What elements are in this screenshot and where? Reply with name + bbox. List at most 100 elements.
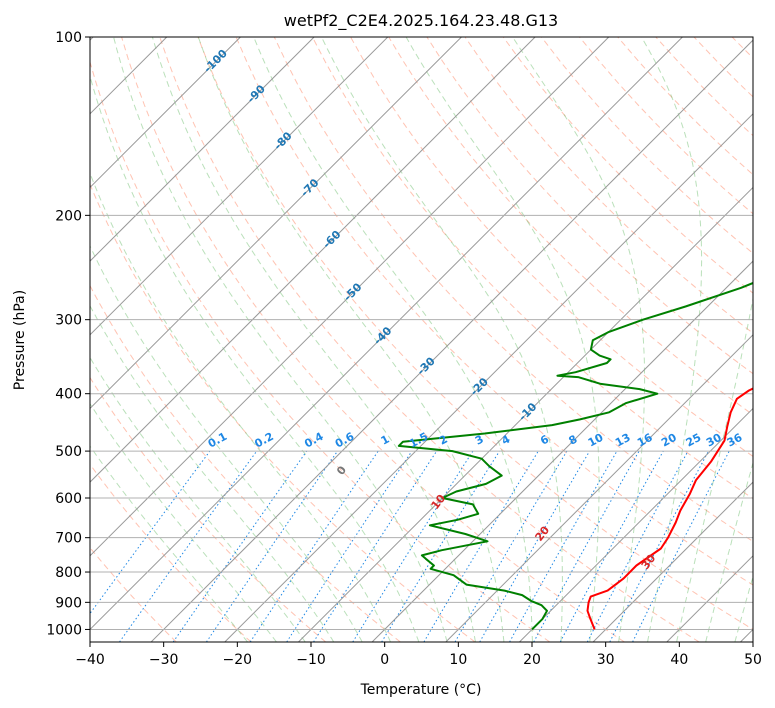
dry-adiabat bbox=[90, 463, 252, 642]
mixing-ratio-line bbox=[559, 450, 664, 642]
y-tick-label: 1000 bbox=[46, 622, 82, 638]
dry-adiabat bbox=[90, 60, 551, 642]
mixing-ratio-label: 10 bbox=[586, 431, 606, 450]
y-tick-label: 300 bbox=[55, 313, 82, 329]
x-axis: −40 −30 −20 −10 0 10 20 30 40 50 bbox=[75, 642, 762, 668]
moist-adiabat bbox=[734, 574, 753, 642]
x-tick-label: −20 bbox=[223, 652, 253, 668]
y-tick-label: 600 bbox=[55, 491, 82, 507]
isotherm-line bbox=[445, 334, 753, 642]
x-tick-label: −30 bbox=[149, 652, 179, 668]
mixing-ratio-line bbox=[533, 450, 640, 642]
moist-adiabat bbox=[90, 356, 306, 642]
x-tick-label: −40 bbox=[75, 652, 105, 668]
mixing-ratio-line bbox=[423, 450, 539, 642]
mixing-ratio-line bbox=[249, 450, 379, 642]
mixing-ratio-line bbox=[586, 450, 689, 642]
x-tick-label: 50 bbox=[744, 652, 762, 668]
mixing-ratio-line bbox=[509, 450, 618, 642]
mixing-ratio-label: 0.1 bbox=[206, 430, 229, 451]
dry-adiabat bbox=[617, 37, 753, 176]
moist-adiabat bbox=[512, 37, 646, 642]
moist-adiabat bbox=[151, 37, 476, 642]
mixing-ratio-label: 1.5 bbox=[407, 430, 430, 451]
moist-adiabat bbox=[705, 461, 753, 642]
y-tick-label: 500 bbox=[55, 444, 82, 460]
x-tick-label: 10 bbox=[449, 652, 467, 668]
line-labels: -100-90-80-70-60-50-40-30-20-100.1 0.2 0.4… bbox=[201, 47, 772, 601]
isotherm-line bbox=[90, 37, 536, 483]
moist-adiabat bbox=[90, 74, 420, 642]
grid-lines bbox=[90, 37, 753, 642]
x-axis-label: Temperature (°C) bbox=[360, 682, 482, 698]
mixing-ratio-label: 3 bbox=[473, 433, 486, 448]
y-tick-label: 900 bbox=[55, 595, 82, 611]
isotherm-line bbox=[592, 481, 753, 642]
dry-adiabat bbox=[121, 37, 625, 642]
dry-adiabat-label: 40 bbox=[752, 580, 772, 600]
dry-adiabat bbox=[159, 37, 700, 642]
isotherm-line bbox=[90, 37, 315, 262]
y-tick-label: 200 bbox=[55, 208, 82, 224]
dry-adiabat bbox=[90, 284, 401, 642]
y-axis-label: Pressure (hPa) bbox=[12, 290, 28, 390]
dry-adiabat bbox=[350, 37, 753, 458]
mixing-ratio-label: 4 bbox=[499, 432, 512, 447]
moist-adiabat bbox=[90, 445, 248, 642]
mixing-ratio-line bbox=[90, 450, 211, 615]
mixing-ratio-line bbox=[381, 450, 500, 642]
isotherm-line bbox=[150, 39, 753, 642]
mixing-ratio-label: 30 bbox=[704, 431, 724, 450]
dewpoint-line bbox=[397, 281, 753, 631]
moist-adiabat bbox=[90, 402, 277, 642]
dry-adiabat-label: 30 bbox=[639, 552, 659, 572]
dry-adiabat bbox=[235, 37, 753, 586]
dry-adiabat bbox=[273, 37, 753, 543]
mixing-ratio-label: 25 bbox=[684, 431, 704, 450]
chart-title: wetPf2_C2E4.2025.164.23.48.G13 bbox=[284, 11, 558, 31]
dry-adiabat-label: 20 bbox=[533, 523, 553, 543]
mixing-ratio-label: 36 bbox=[725, 431, 745, 450]
mixing-ratio-label: 0.6 bbox=[333, 430, 357, 451]
mixing-ratio-line bbox=[352, 450, 474, 642]
y-tick-label: 100 bbox=[55, 30, 82, 46]
y-tick-label: 400 bbox=[55, 387, 82, 403]
moist-adiabat bbox=[641, 37, 703, 642]
x-tick-label: 40 bbox=[670, 652, 688, 668]
y-axis: 100 200 300 400 500 600 700 800 900 1000 bbox=[46, 30, 90, 638]
dry-adiabat bbox=[502, 37, 753, 294]
isotherm-line bbox=[740, 628, 753, 642]
x-tick-label: 30 bbox=[597, 652, 615, 668]
dry-adiabat bbox=[770, 37, 775, 642]
y-tick-label: 700 bbox=[55, 531, 82, 547]
moist-adiabat bbox=[90, 244, 363, 642]
isotherm-line bbox=[90, 37, 610, 557]
isotherm-line bbox=[519, 407, 753, 642]
mixing-ratio-label: 20 bbox=[659, 431, 679, 450]
mixing-ratio-label: 1 bbox=[379, 433, 392, 448]
x-tick-label: −10 bbox=[296, 652, 326, 668]
mixing-ratio-label: 0.4 bbox=[302, 430, 326, 451]
mixing-ratio-line bbox=[286, 450, 413, 642]
moist-adiabat bbox=[676, 296, 753, 642]
mixing-ratio-line bbox=[313, 450, 438, 642]
background-lines bbox=[90, 37, 775, 642]
moist-adiabat bbox=[197, 37, 505, 642]
mixing-ratio-line bbox=[632, 450, 730, 642]
plot-frame bbox=[89, 36, 754, 643]
dry-adiabat bbox=[311, 37, 753, 500]
isotherm-line bbox=[90, 37, 389, 336]
isotherm-line bbox=[371, 260, 753, 642]
dry-adiabat bbox=[655, 37, 753, 137]
x-tick-label: 0 bbox=[380, 652, 389, 668]
profile-series bbox=[397, 281, 753, 631]
dry-adiabat bbox=[90, 376, 327, 642]
mixing-ratio-line bbox=[172, 450, 308, 642]
mixing-ratio-line bbox=[119, 450, 258, 642]
dry-adiabat bbox=[197, 37, 753, 630]
mixing-ratio-line bbox=[205, 450, 338, 642]
isotherm-line bbox=[224, 113, 753, 642]
moist-adiabat bbox=[113, 37, 448, 642]
mixing-ratio-label: 13 bbox=[613, 431, 633, 450]
